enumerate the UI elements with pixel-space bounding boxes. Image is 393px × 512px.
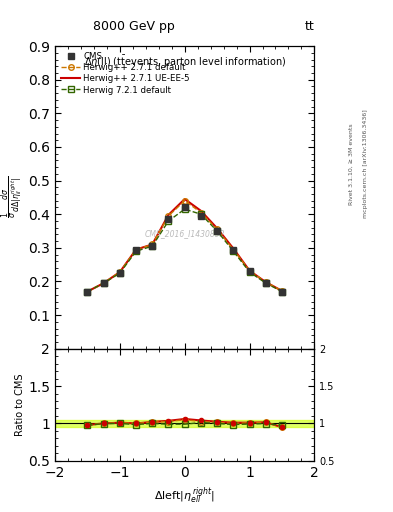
CMS bbox=[85, 288, 90, 294]
Text: mcplots.cern.ch [arXiv:1306.3436]: mcplots.cern.ch [arXiv:1306.3436] bbox=[363, 110, 368, 218]
Herwig 7.2.1 default bbox=[247, 269, 252, 275]
CMS bbox=[247, 268, 252, 274]
Herwig++ 2.7.1 default bbox=[231, 246, 236, 252]
CMS bbox=[198, 213, 203, 219]
Herwig++ 2.7.1 UE-EE-5 bbox=[263, 279, 268, 285]
Herwig++ 2.7.1 default bbox=[182, 198, 187, 204]
Herwig++ 2.7.1 UE-EE-5 bbox=[182, 196, 187, 202]
Herwig++ 2.7.1 default bbox=[118, 269, 122, 275]
CMS bbox=[231, 246, 236, 252]
Herwig++ 2.7.1 UE-EE-5 bbox=[231, 245, 236, 251]
CMS bbox=[166, 216, 171, 222]
CMS bbox=[101, 280, 106, 286]
Y-axis label: Ratio to CMS: Ratio to CMS bbox=[15, 374, 26, 436]
Herwig 7.2.1 default bbox=[215, 228, 220, 234]
Herwig++ 2.7.1 default bbox=[247, 268, 252, 274]
Herwig++ 2.7.1 default bbox=[166, 213, 171, 219]
Herwig++ 2.7.1 UE-EE-5 bbox=[150, 241, 155, 247]
Herwig 7.2.1 default bbox=[118, 270, 122, 276]
Herwig 7.2.1 default bbox=[166, 218, 171, 224]
Herwig++ 2.7.1 default bbox=[215, 226, 220, 232]
Herwig++ 2.7.1 UE-EE-5 bbox=[247, 268, 252, 274]
Herwig++ 2.7.1 UE-EE-5 bbox=[85, 288, 90, 294]
Herwig++ 2.7.1 UE-EE-5 bbox=[118, 269, 122, 275]
CMS bbox=[263, 280, 268, 286]
Herwig 7.2.1 default bbox=[182, 206, 187, 212]
Herwig 7.2.1 default bbox=[198, 211, 203, 217]
Herwig 7.2.1 default bbox=[85, 288, 90, 294]
CMS bbox=[150, 243, 155, 249]
Herwig 7.2.1 default bbox=[134, 248, 138, 254]
CMS bbox=[134, 246, 138, 252]
Herwig++ 2.7.1 UE-EE-5 bbox=[198, 208, 203, 214]
Herwig 7.2.1 default bbox=[231, 248, 236, 254]
Line: CMS: CMS bbox=[84, 204, 285, 295]
CMS bbox=[215, 228, 220, 234]
Text: Rivet 3.1.10, ≥ 3M events: Rivet 3.1.10, ≥ 3M events bbox=[349, 123, 354, 205]
Herwig 7.2.1 default bbox=[263, 280, 268, 286]
Text: 8000 GeV pp: 8000 GeV pp bbox=[93, 20, 174, 33]
Bar bbox=[55, 420, 314, 427]
Herwig++ 2.7.1 UE-EE-5 bbox=[215, 225, 220, 231]
Herwig++ 2.7.1 default bbox=[198, 209, 203, 216]
Herwig++ 2.7.1 default bbox=[150, 241, 155, 247]
CMS bbox=[182, 204, 187, 210]
Line: Herwig++ 2.7.1 UE-EE-5: Herwig++ 2.7.1 UE-EE-5 bbox=[88, 199, 282, 291]
Text: tt: tt bbox=[305, 20, 314, 33]
Herwig++ 2.7.1 default bbox=[101, 280, 106, 286]
Line: Herwig 7.2.1 default: Herwig 7.2.1 default bbox=[84, 206, 285, 294]
Herwig++ 2.7.1 UE-EE-5 bbox=[101, 280, 106, 286]
Line: Herwig++ 2.7.1 default: Herwig++ 2.7.1 default bbox=[84, 198, 285, 294]
Herwig++ 2.7.1 default bbox=[280, 288, 285, 294]
Herwig++ 2.7.1 default bbox=[134, 246, 138, 252]
Herwig 7.2.1 default bbox=[280, 288, 285, 294]
Herwig 7.2.1 default bbox=[150, 243, 155, 249]
Herwig++ 2.7.1 UE-EE-5 bbox=[280, 288, 285, 294]
CMS bbox=[118, 270, 122, 276]
Herwig++ 2.7.1 UE-EE-5 bbox=[166, 212, 171, 218]
Herwig++ 2.7.1 default bbox=[85, 288, 90, 294]
Text: CMS_2016_I1430892: CMS_2016_I1430892 bbox=[145, 229, 225, 238]
Y-axis label: $\frac{1}{\sigma}\frac{d\sigma}{d\Delta|\eta_{ll}^{right}|}$: $\frac{1}{\sigma}\frac{d\sigma}{d\Delta|… bbox=[0, 176, 26, 219]
X-axis label: $\Delta$left$|\eta_{ell}^{\,right}|$: $\Delta$left$|\eta_{ell}^{\,right}|$ bbox=[154, 485, 215, 506]
Text: $\Delta\eta$(ll) (t$\bar{\rm t}$events, parton level information): $\Delta\eta$(ll) (t$\bar{\rm t}$events, … bbox=[84, 54, 286, 70]
CMS bbox=[280, 288, 285, 294]
Herwig 7.2.1 default bbox=[101, 280, 106, 286]
Legend: CMS, Herwig++ 2.7.1 default, Herwig++ 2.7.1 UE-EE-5, Herwig 7.2.1 default: CMS, Herwig++ 2.7.1 default, Herwig++ 2.… bbox=[59, 50, 192, 96]
Herwig++ 2.7.1 default bbox=[263, 279, 268, 285]
Herwig++ 2.7.1 UE-EE-5 bbox=[134, 246, 138, 252]
